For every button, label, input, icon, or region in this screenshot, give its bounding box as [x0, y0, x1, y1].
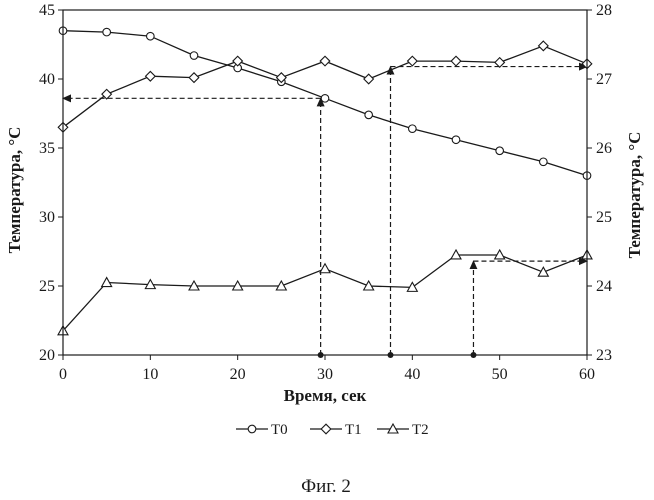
y-left-tick-label: 35: [39, 140, 55, 157]
legend-label-t0: T0: [271, 422, 288, 438]
series-layer: [58, 27, 592, 335]
y-right-tick-label: 26: [596, 140, 612, 157]
x-tick-label: 50: [492, 366, 508, 383]
data-point-t0: [147, 32, 155, 40]
data-point-t1: [320, 56, 330, 66]
x-tick-label: 10: [142, 366, 158, 383]
annotation-layer: [63, 67, 587, 358]
data-point-t0: [409, 125, 417, 133]
legend-label-t1: T1: [345, 422, 362, 438]
y-right-tick-label: 24: [596, 278, 612, 295]
y-left-tick-label: 40: [39, 71, 55, 88]
y-axis-right-title: Температура, °С: [625, 132, 644, 259]
data-point-t1: [451, 56, 461, 66]
data-point-t1: [495, 58, 505, 68]
data-point-t1: [364, 74, 374, 84]
data-point-t0: [103, 28, 111, 36]
data-point-t2: [538, 267, 548, 276]
x-tick-label: 60: [579, 366, 595, 383]
data-point-t1: [189, 73, 199, 83]
legend-label-t2: T2: [412, 422, 429, 438]
y-left-tick-label: 20: [39, 347, 55, 364]
legend: T0 T1 T2: [236, 422, 429, 438]
y-right-tick-label: 25: [596, 209, 612, 226]
figure-caption: Фиг. 2: [301, 476, 351, 497]
y-right-tick-label: 28: [596, 2, 612, 19]
data-point-t0: [540, 158, 548, 166]
y-left-tick-label: 45: [39, 2, 55, 19]
legend-marker-t1: [321, 424, 331, 434]
data-point-t1: [146, 71, 156, 81]
x-tick-label: 20: [230, 366, 246, 383]
x-tick-label: 0: [59, 366, 67, 383]
y-axis-left-title: Температура, °С: [5, 127, 24, 254]
y-right-tick-label: 23: [596, 347, 612, 364]
y-right-tick-label: 27: [596, 71, 612, 88]
legend-marker-t0: [248, 425, 256, 433]
data-point-t1: [539, 41, 549, 51]
x-tick-label: 40: [404, 366, 420, 383]
series-line-t0: [63, 31, 587, 176]
x-axis-title: Время, сек: [284, 386, 367, 405]
data-point-t0: [321, 95, 329, 103]
x-tick-label: 30: [317, 366, 333, 383]
data-point-t0: [365, 111, 373, 119]
data-point-t2: [320, 264, 330, 273]
data-point-t0: [452, 136, 460, 144]
data-point-t0: [496, 147, 504, 155]
y-left-tick-label: 30: [39, 209, 55, 226]
data-point-t1: [233, 56, 243, 66]
data-point-t0: [190, 52, 198, 60]
data-point-t1: [408, 56, 418, 66]
y-left-tick-label: 25: [39, 278, 55, 295]
